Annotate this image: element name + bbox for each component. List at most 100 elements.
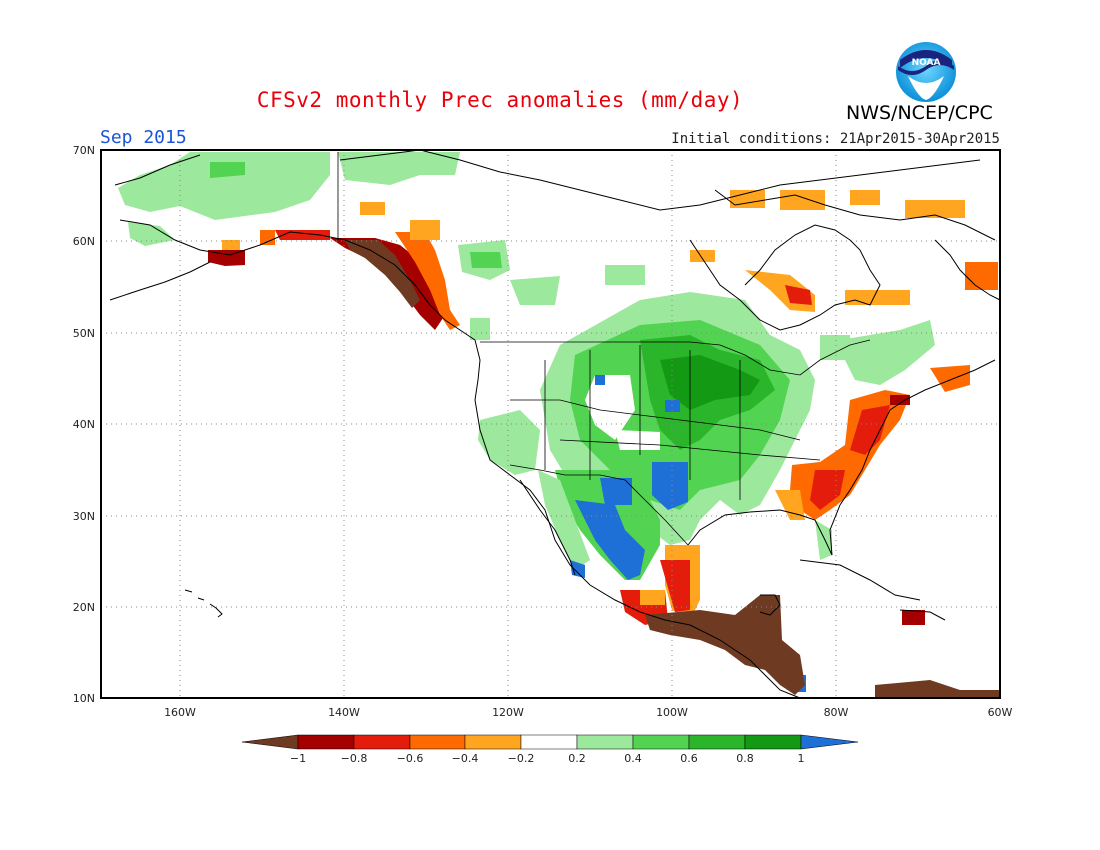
- legend-tick-label: −0.4: [452, 752, 479, 765]
- anomaly-region-east-coast-red: [850, 405, 890, 455]
- anomaly-region-ne-red: [890, 395, 910, 405]
- legend-tick-label: 1: [798, 752, 805, 765]
- lon-label: 120W: [492, 706, 524, 719]
- anomaly-region-alaska-green-3: [128, 222, 175, 246]
- anomaly-region-canada-green-2: [470, 252, 502, 268]
- coastline-arctic: [339, 149, 981, 211]
- coastline-gulf: [687, 359, 996, 556]
- anomaly-region-se-orange: [775, 490, 805, 520]
- coastline-labrador: [934, 239, 1001, 301]
- map-title: CFSv2 monthly Prec anomalies (mm/day): [256, 88, 744, 112]
- legend-swatch: [800, 734, 859, 750]
- anomaly-region-plains-white-1: [585, 375, 635, 440]
- anomaly-region-baffin-orange: [850, 190, 880, 205]
- anomaly-region-ak-peninsula-orange: [222, 240, 240, 250]
- anomaly-region-quebec-orange-2: [845, 290, 910, 305]
- anomaly-region-canada-green-4: [605, 265, 645, 285]
- anomaly-region-bc-brown: [345, 240, 420, 308]
- anomaly-region-blue-gulfca: [570, 560, 585, 578]
- legend-labels: −1 −0.8 −0.6 −0.4 −0.2 0.2 0.4 0.6 0.8 1: [290, 752, 805, 765]
- legend-tick-label: −1: [290, 752, 306, 765]
- legend-tick-label: 0.2: [568, 752, 586, 765]
- legend-swatch: [744, 734, 802, 750]
- map-border: [100, 149, 1001, 699]
- border-us-canada: [480, 339, 871, 376]
- anomaly-region-hudson-orange-2: [780, 190, 825, 210]
- agency-label: NWS/NCEP/CPC: [846, 102, 993, 124]
- anomaly-region-central-america-brown: [645, 595, 805, 695]
- legend-swatch: [353, 734, 411, 750]
- anomaly-region-yukon-green: [338, 152, 460, 185]
- legend-tick-label: −0.6: [397, 752, 424, 765]
- anomaly-region-blue-newmexico: [600, 478, 632, 505]
- political-borders: [337, 152, 871, 546]
- coastline-hawaii: [184, 589, 223, 618]
- coastline-hudson: [689, 189, 996, 331]
- lat-label: 30N: [73, 510, 95, 523]
- lon-label: 160W: [164, 706, 196, 719]
- anomaly-region-alaska-green: [118, 152, 330, 220]
- coastline-pacific-nw: [344, 239, 801, 699]
- legend-swatch: [632, 734, 690, 750]
- legend-swatch: [520, 734, 578, 750]
- lon-label: 140W: [328, 706, 360, 719]
- lon-label: 60W: [988, 706, 1013, 719]
- legend-swatch: [576, 734, 634, 750]
- coastline-aleutians: [109, 261, 211, 301]
- anomaly-region-baja-green: [538, 470, 590, 570]
- anomaly-region-ak-orange: [260, 230, 275, 245]
- anomaly-region-cuba-red: [902, 610, 925, 625]
- legend-swatch: [241, 734, 299, 750]
- noaa-logo: NOAA: [896, 42, 956, 102]
- anomaly-region-florida-green: [815, 520, 832, 560]
- coastlines: [109, 149, 1001, 699]
- legend-tick-label: −0.8: [341, 752, 368, 765]
- lon-label: 80W: [824, 706, 849, 719]
- anomaly-region-mexico-red: [660, 560, 690, 612]
- coastline-hispaniola: [899, 609, 946, 621]
- coastline-yucatan: [759, 594, 781, 616]
- anomaly-region-maritime-orange: [930, 365, 970, 392]
- legend-tick-label: −0.2: [508, 752, 535, 765]
- anomaly-region-hudson-orange-1: [730, 190, 765, 208]
- anomaly-region-yukon-orange-1: [360, 202, 385, 215]
- anomaly-region-ak-peninsula-red: [208, 250, 245, 266]
- lat-label: 40N: [73, 418, 95, 431]
- anomaly-region-blue-mexico: [575, 500, 645, 580]
- lat-label: 50N: [73, 327, 95, 340]
- anomaly-region-quebec-red: [785, 285, 812, 305]
- lat-label: 10N: [73, 692, 95, 705]
- legend-tick-label: 0.6: [680, 752, 698, 765]
- coastline-alaska: [114, 154, 346, 256]
- anomaly-region-baffin-orange-2: [905, 200, 965, 218]
- coastline-baja: [519, 479, 576, 576]
- anomaly-region-west-green: [478, 410, 540, 475]
- legend-swatch: [688, 734, 746, 750]
- initial-conditions: Initial conditions: 21Apr2015-30Apr2015: [671, 131, 1000, 147]
- anomaly-region-yukon-orange-2: [410, 220, 440, 240]
- legend-swatch: [464, 734, 522, 750]
- forecast-period: Sep 2015: [100, 127, 187, 148]
- lat-labels: 70N 60N 50N 40N 30N 20N 10N: [73, 144, 95, 705]
- lat-label: 20N: [73, 601, 95, 614]
- legend-swatch: [409, 734, 466, 750]
- legend-tick-label: 0.4: [624, 752, 642, 765]
- border-us-mexico: [509, 464, 689, 546]
- anomaly-region-quebec-green: [840, 320, 935, 385]
- legend-colorbar: [241, 734, 859, 750]
- anomaly-region-hudson-orange-3: [690, 250, 715, 262]
- legend-tick-label: 0.8: [736, 752, 754, 765]
- anomaly-region-canada-green-3: [510, 276, 560, 305]
- coastline-cuba: [799, 559, 921, 601]
- anomaly-region-plains-white-2: [615, 430, 660, 450]
- lat-label: 60N: [73, 235, 95, 248]
- anomaly-region-labrador-orange: [965, 262, 998, 290]
- legend-swatch: [297, 734, 355, 750]
- lat-label: 70N: [73, 144, 95, 157]
- anomaly-region-mexico-pacific-orange: [640, 590, 665, 605]
- anomaly-region-blue-iowa: [595, 375, 605, 385]
- lon-label: 100W: [656, 706, 688, 719]
- anomaly-region-bc-orange: [395, 232, 460, 330]
- anomaly-region-caribbean-brown: [875, 680, 1000, 698]
